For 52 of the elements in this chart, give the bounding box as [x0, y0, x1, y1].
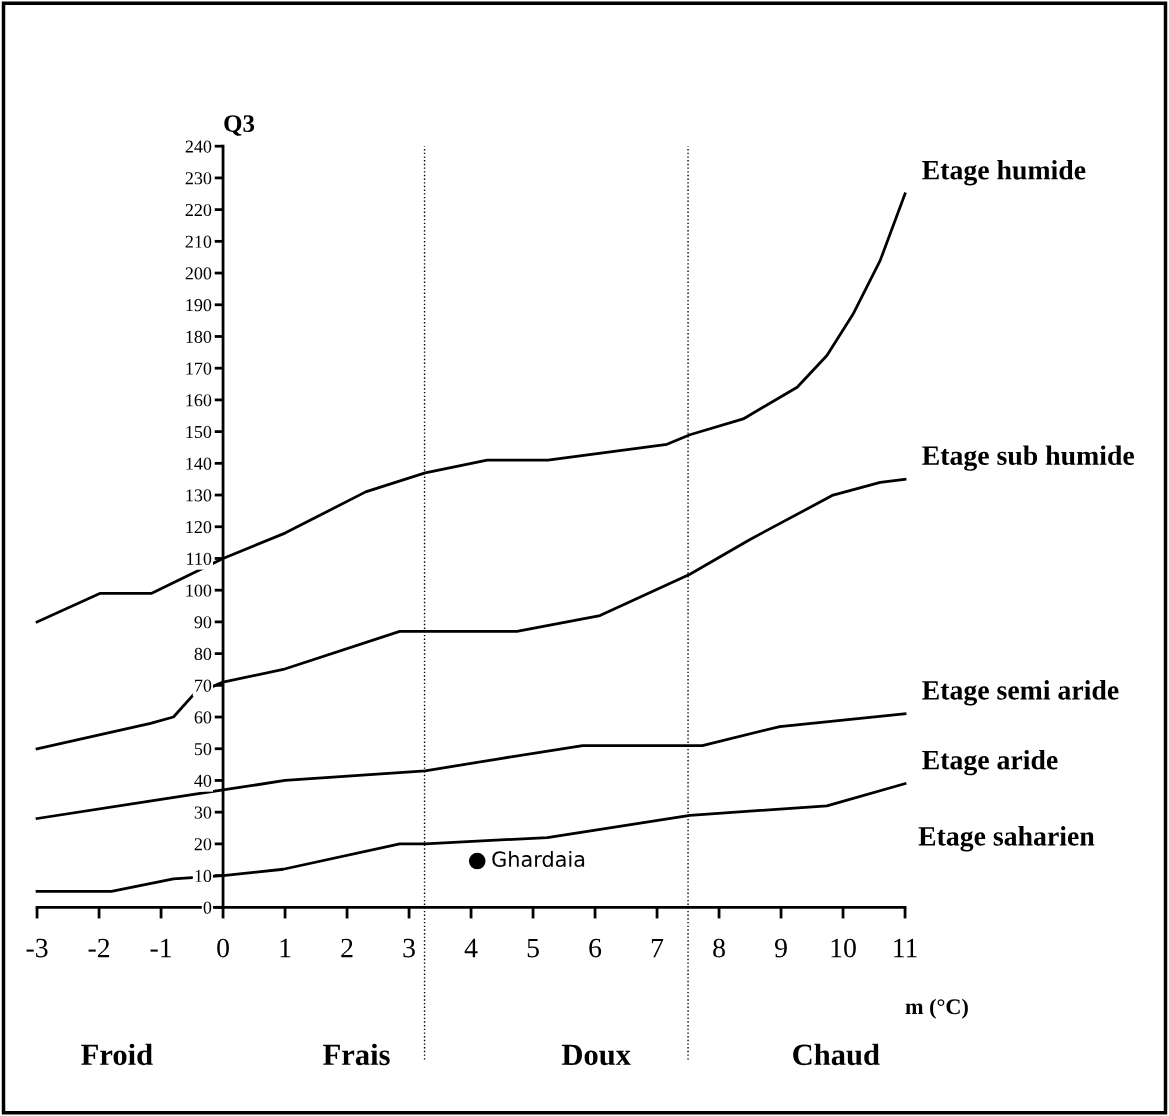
text: Froid — [81, 1043, 153, 1066]
y-tick-label: 130 — [186, 489, 212, 502]
y-tick-label: 60 — [194, 711, 212, 724]
x-tick-label: 7 — [651, 938, 664, 958]
y-tick-label: 70 — [195, 679, 212, 692]
text: Etage saharien — [918, 826, 1095, 852]
y-tick-label: 110 — [187, 552, 212, 565]
y-tick-label: 40 — [194, 774, 212, 787]
y-tick-label: 0 — [203, 901, 212, 914]
y-tick-label: 230 — [185, 172, 212, 185]
y-tick-label: 30 — [194, 806, 212, 819]
y-tick-label: 90 — [194, 616, 212, 629]
x-tick-label: 0 — [217, 938, 229, 958]
y-tick-label: 120 — [186, 521, 212, 534]
y-tick-label: 20 — [194, 838, 212, 851]
y-tick-label: 210 — [185, 235, 212, 248]
y-tick-label: 150 — [186, 425, 212, 439]
y-tick-label: 220 — [185, 203, 212, 217]
x-axis-title: m (°C) — [905, 998, 968, 1019]
x-tick-label: -2 — [88, 938, 110, 958]
x-tick-label: 3 — [403, 938, 415, 958]
x-tick-label: 5 — [527, 938, 539, 958]
y-tick-label: 140 — [186, 457, 212, 470]
y-tick-label: 240 — [185, 140, 212, 153]
y-tick-label: 170 — [186, 362, 212, 375]
x-tick-label: 2 — [341, 938, 353, 958]
series-label: Etage sub humide — [922, 445, 1134, 471]
text: Frais — [323, 1043, 390, 1066]
text: Chaud — [793, 1043, 880, 1066]
series-label: Etage semi aride — [922, 680, 1119, 706]
y-tick-label: 50 — [194, 743, 212, 756]
x-tick-label: 8 — [713, 938, 725, 958]
x-tick-label: 9 — [774, 938, 787, 958]
y-axis-title: Q3 — [224, 115, 255, 136]
x-tick-label: 4 — [464, 938, 478, 958]
y-tick-label: 100 — [186, 584, 212, 597]
y-tick-label: 180 — [186, 330, 212, 343]
x-tick-label: -3 — [26, 938, 48, 958]
x-tick-label: 1 — [280, 938, 291, 958]
text: Doux — [561, 1044, 631, 1066]
series-label: Etage humide — [922, 160, 1086, 186]
x-tick-label: 10 — [831, 938, 856, 958]
x-tick-label: 11 — [894, 938, 917, 958]
series-label: Etage aride — [922, 749, 1058, 776]
y-tick-label: 190 — [186, 299, 212, 312]
y-tick-label: 200 — [185, 267, 212, 280]
y-tick-label: 160 — [186, 394, 212, 407]
x-tick-label: -1 — [150, 938, 171, 958]
y-tick-label: 80 — [194, 647, 212, 661]
y-tick-label: 10 — [195, 869, 212, 883]
series-label: Ghardaia — [492, 850, 585, 868]
x-tick-label: 6 — [589, 938, 602, 958]
